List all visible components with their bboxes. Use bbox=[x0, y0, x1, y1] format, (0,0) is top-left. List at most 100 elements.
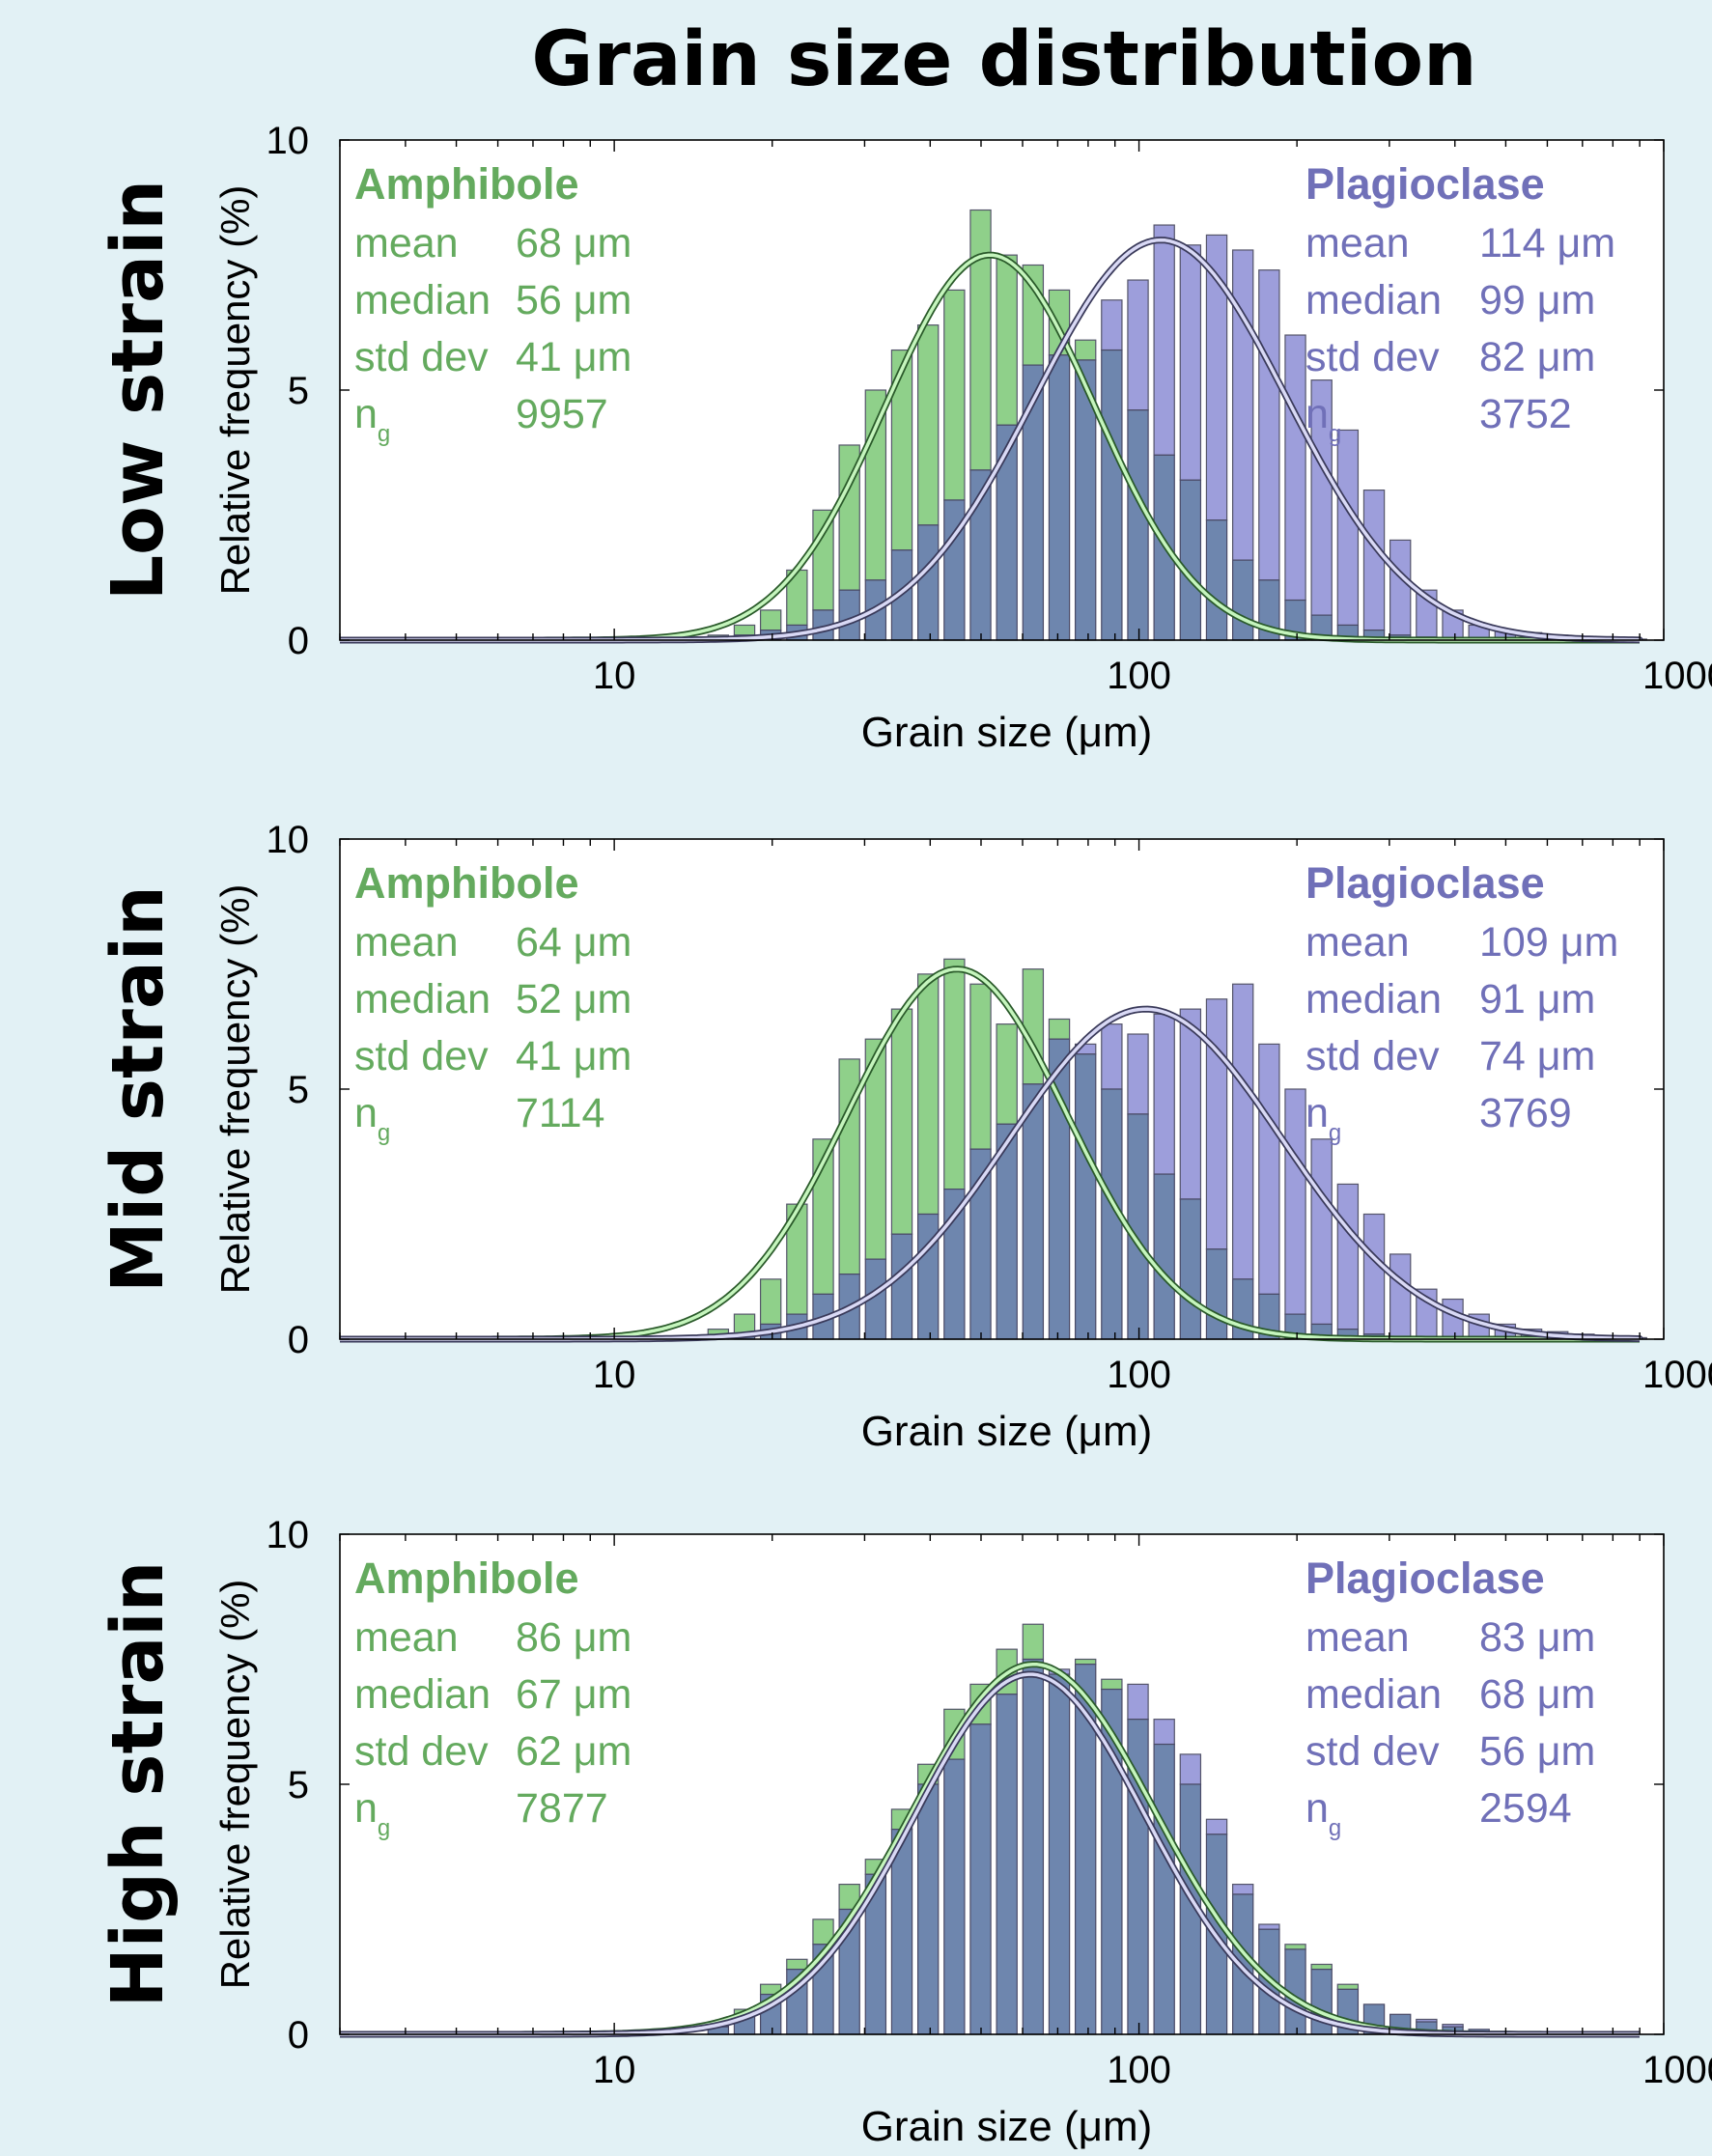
plagioclase-n-value: 2594 bbox=[1479, 1785, 1572, 1832]
amphibole-bar bbox=[996, 254, 1018, 426]
amphibole-bar bbox=[786, 1958, 808, 1971]
y-tick-label: 5 bbox=[288, 370, 309, 412]
amphibole-bar bbox=[969, 983, 992, 1150]
plagioclase-stat-value: 91 μm bbox=[1479, 976, 1595, 1022]
plagioclase-heading: Plagioclase bbox=[1305, 858, 1545, 908]
y-axis-label: Relative frequency (%) bbox=[212, 884, 258, 1295]
amphibole-n-subscript: g bbox=[378, 421, 390, 447]
plagioclase-stat-label: mean bbox=[1305, 1614, 1410, 1661]
overlap-bar bbox=[916, 1783, 940, 2035]
amphibole-bar bbox=[1022, 1623, 1045, 1661]
overlap-bar bbox=[996, 1694, 1018, 2035]
overlap-bar bbox=[1205, 519, 1228, 641]
amphibole-bar bbox=[916, 324, 940, 526]
plagioclase-stat-value: 114 μm bbox=[1479, 220, 1615, 266]
panel-mid-strain: 0 5 10 10 100 1000 Grain size (μm) Relative fre… bbox=[97, 819, 1712, 1455]
ticks bbox=[339, 1533, 1665, 2035]
amphibole-bar bbox=[969, 209, 992, 471]
plagioclase-bar bbox=[1127, 1033, 1149, 1115]
overlap-bar bbox=[1101, 349, 1123, 641]
overlap-bar bbox=[1074, 1053, 1097, 1340]
amphibole-stat-label: median bbox=[354, 976, 491, 1022]
x-tick-label: 10 bbox=[593, 2049, 636, 2091]
plagioclase-n-value: 3769 bbox=[1479, 1090, 1572, 1136]
amphibole-heading: Amphibole bbox=[354, 159, 579, 209]
y-tick-label: 5 bbox=[288, 1069, 309, 1111]
x-tick-label: 1000 bbox=[1642, 1354, 1712, 1396]
amphibole-bar bbox=[1048, 1018, 1071, 1040]
y-axis-label: Relative frequency (%) bbox=[212, 185, 258, 596]
plagioclase-stat-label: std dev bbox=[1305, 334, 1440, 380]
plagioclase-bar bbox=[1101, 1023, 1123, 1090]
overlap-bar bbox=[916, 524, 940, 641]
plagioclase-bar bbox=[1362, 1213, 1386, 1335]
x-tick-label: 10 bbox=[593, 1354, 636, 1396]
overlap-bar bbox=[1022, 1083, 1045, 1340]
overlap-bar bbox=[1048, 1673, 1071, 2035]
plagioclase-bar bbox=[1310, 1138, 1333, 1326]
plagioclase-bar bbox=[1258, 1043, 1280, 1295]
overlap-bar bbox=[1127, 409, 1149, 641]
amphibole-stat-value: 86 μm bbox=[516, 1614, 631, 1661]
plagioclase-bar bbox=[1389, 539, 1412, 636]
amphibole-bar bbox=[1284, 1944, 1306, 1950]
plagioclase-stat-label: std dev bbox=[1305, 1728, 1440, 1775]
amphibole-stat-label: std dev bbox=[354, 1728, 489, 1775]
amphibole-stat-value: 62 μm bbox=[516, 1728, 631, 1775]
amphibole-stat-value: 56 μm bbox=[516, 277, 631, 323]
overlap-bar bbox=[916, 1213, 940, 1340]
plagioclase-stat-value: 68 μm bbox=[1479, 1671, 1595, 1718]
row-label: High strain bbox=[97, 1561, 180, 2008]
plagioclase-stat-label: std dev bbox=[1305, 1033, 1440, 1079]
panel-low-strain: 0 5 10 10 100 1000 Grain size (μm) Relative fre… bbox=[97, 120, 1712, 756]
y-tick-label: 0 bbox=[288, 1319, 309, 1361]
plagioclase-bar bbox=[1284, 334, 1306, 602]
plagioclase-bar bbox=[1389, 1253, 1412, 1338]
plagioclase-bar bbox=[1127, 279, 1149, 411]
plagioclase-legend: Plagioclase mean 114 μm median 99 μm std dev 8… bbox=[1305, 159, 1615, 447]
plagioclase-bar bbox=[1231, 249, 1254, 561]
amphibole-heading: Amphibole bbox=[354, 1554, 579, 1603]
overlap-bar bbox=[1153, 1743, 1175, 2035]
x-tick-label: 10 bbox=[593, 655, 636, 697]
x-tick-label: 100 bbox=[1107, 1354, 1171, 1396]
amphibole-legend: Amphibole mean 86 μm median 67 μm std dev 62 μ… bbox=[354, 1554, 631, 1841]
y-axis-label: Relative frequency (%) bbox=[212, 1580, 258, 1990]
overlap-bar bbox=[1205, 1248, 1228, 1340]
plagioclase-stat-label: mean bbox=[1305, 919, 1410, 966]
plagioclase-bar bbox=[1362, 490, 1386, 631]
plagioclase-bar bbox=[1179, 244, 1202, 481]
amphibole-stat-value: 64 μm bbox=[516, 919, 631, 966]
plagioclase-n-subscript: g bbox=[1329, 1815, 1341, 1841]
x-axis-label: Grain size (μm) bbox=[861, 1408, 1153, 1455]
amphibole-bar bbox=[1101, 1678, 1123, 1691]
plagioclase-bar bbox=[1258, 1923, 1280, 1930]
amphibole-bar bbox=[890, 1008, 913, 1235]
x-axis-label: Grain size (μm) bbox=[861, 2103, 1153, 2150]
overlap-bar bbox=[1179, 1198, 1202, 1340]
amphibole-legend: Amphibole mean 64 μm median 52 μm std dev 41 μ… bbox=[354, 858, 631, 1146]
overlap-bar bbox=[1048, 354, 1071, 641]
plagioclase-bar bbox=[1258, 269, 1280, 581]
amphibole-bar bbox=[733, 624, 756, 636]
amphibole-stat-value: 41 μm bbox=[516, 1033, 631, 1079]
plagioclase-bar bbox=[1336, 1183, 1360, 1330]
plagioclase-bar bbox=[1153, 224, 1175, 456]
overlap-bar bbox=[943, 1758, 966, 2035]
plagioclase-bar bbox=[1179, 1753, 1202, 1785]
bars bbox=[707, 209, 1647, 641]
amphibole-bar bbox=[996, 1023, 1018, 1125]
plagioclase-bar bbox=[1205, 998, 1228, 1250]
amphibole-stat-value: 67 μm bbox=[516, 1671, 631, 1718]
amphibole-bar bbox=[759, 1278, 782, 1326]
plagioclase-bar bbox=[1336, 429, 1360, 627]
plagioclase-bar bbox=[1284, 1088, 1306, 1315]
x-tick-label: 100 bbox=[1107, 655, 1171, 697]
overlap-bar bbox=[1231, 559, 1254, 641]
x-tick-label: 1000 bbox=[1642, 655, 1712, 697]
amphibole-stat-label: mean bbox=[354, 1614, 459, 1661]
amphibole-bar bbox=[1336, 1983, 1360, 1990]
overlap-bar bbox=[890, 1233, 913, 1340]
amphibole-stat-value: 41 μm bbox=[516, 334, 631, 380]
